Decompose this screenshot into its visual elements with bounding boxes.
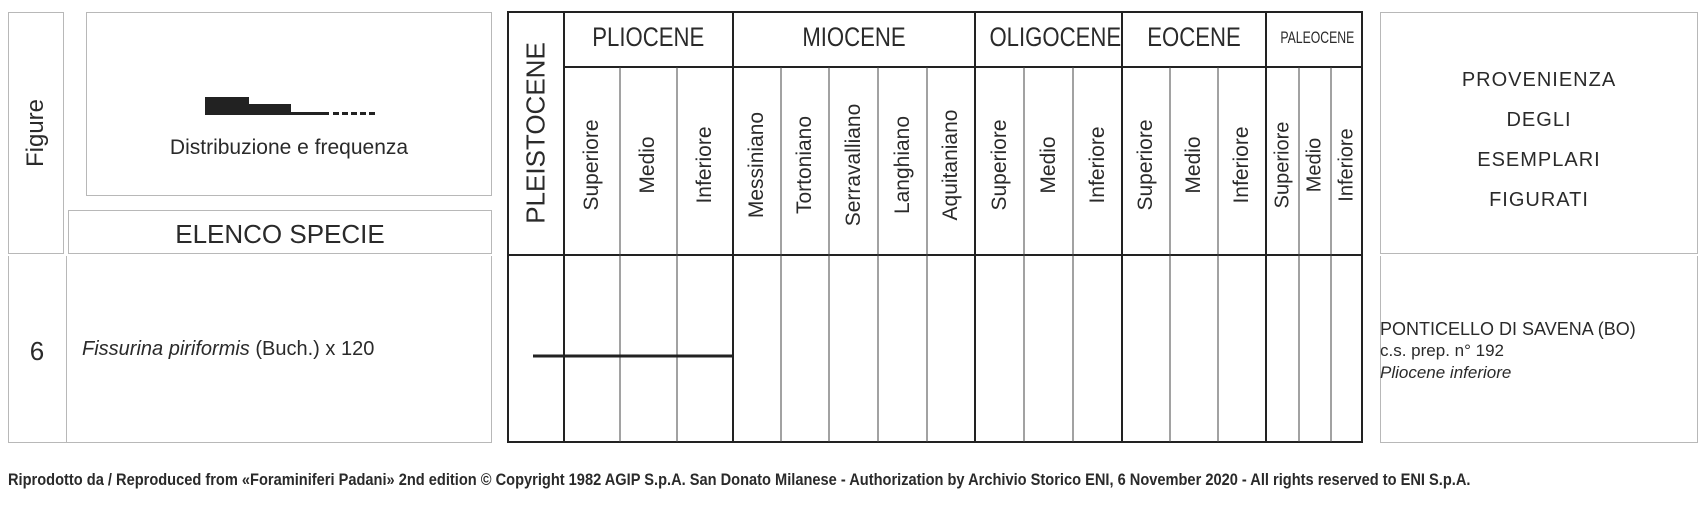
stage-oligocene-inferiore: Inferiore xyxy=(1086,126,1109,204)
epoch-pliocene: PLIOCENE xyxy=(592,22,705,52)
locality-text: PONTICELLO DI SAVENA (BO) xyxy=(1380,319,1636,339)
stage-messiniano: Messiniano xyxy=(745,111,768,219)
age-text: Pliocene inferiore xyxy=(1380,363,1512,382)
data-row-left xyxy=(8,256,492,443)
provenance-header: PROVENIENZA DEGLI ESEMPLARI FIGURATI xyxy=(1380,60,1698,220)
stage-langhiano: Langhiano xyxy=(891,115,914,215)
stage-tortoniano: Tortoniano xyxy=(793,115,816,215)
stage-aquitaniano: Aquitaniano xyxy=(939,109,962,221)
figure-number: 6 xyxy=(29,336,45,366)
species-header-box xyxy=(68,210,492,254)
data-row-right xyxy=(1380,256,1698,443)
provenance-line-2: DEGLI xyxy=(1506,109,1572,131)
frequency-legend-icon xyxy=(205,97,375,117)
stage-oligocene-medio: Medio xyxy=(1037,136,1060,194)
epoch-oligocene: OLIGOCENE xyxy=(989,22,1122,52)
legend-caption: Distribuzione e frequenza xyxy=(169,136,409,159)
species-author-magnification: (Buch.) x 120 xyxy=(249,338,375,360)
copyright-footer: Riprodotto da / Reproduced from «Foramin… xyxy=(8,470,1471,489)
epoch-miocene: MIOCENE xyxy=(802,22,906,52)
epoch-paleocene: PALEOCENE xyxy=(1280,28,1355,47)
stage-eocene-superiore: Superiore xyxy=(1134,119,1157,211)
stage-pliocene-superiore: Superiore xyxy=(580,119,603,211)
provenance-line-4: FIGURATI xyxy=(1489,189,1589,211)
stage-eocene-inferiore: Inferiore xyxy=(1230,126,1253,204)
provenance-header-box xyxy=(1380,12,1698,254)
stage-serravalliano: Serravalliano xyxy=(842,103,865,227)
provenance-line-3: ESEMPLARI xyxy=(1477,149,1601,171)
stage-paleocene-superiore: Superiore xyxy=(1271,121,1294,209)
figure-column-header xyxy=(8,12,64,254)
epoch-eocene: EOCENE xyxy=(1147,22,1241,52)
provenance-entry: PONTICELLO DI SAVENA (BO) c.s. prep. n° … xyxy=(1380,318,1636,384)
species-header-label: ELENCO SPECIE xyxy=(175,219,385,249)
stage-eocene-medio: Medio xyxy=(1182,136,1205,194)
species-binomial: Fissurina piriformis xyxy=(82,338,250,360)
pleistocene-label: PLEISTOCENE xyxy=(520,42,551,224)
stage-paleocene-medio: Medio xyxy=(1303,137,1326,193)
prep-text: c.s. prep. n° 192 xyxy=(1380,341,1504,360)
stage-paleocene-inferiore: Inferiore xyxy=(1335,128,1358,202)
stage-oligocene-superiore: Superiore xyxy=(988,119,1011,211)
stage-pliocene-inferiore: Inferiore xyxy=(693,126,716,204)
stage-pliocene-medio: Medio xyxy=(636,136,659,194)
legend-box xyxy=(86,12,492,196)
provenance-line-1: PROVENIENZA xyxy=(1461,69,1617,91)
species-name: Fissurina piriformis (Buch.) x 120 xyxy=(82,338,374,361)
